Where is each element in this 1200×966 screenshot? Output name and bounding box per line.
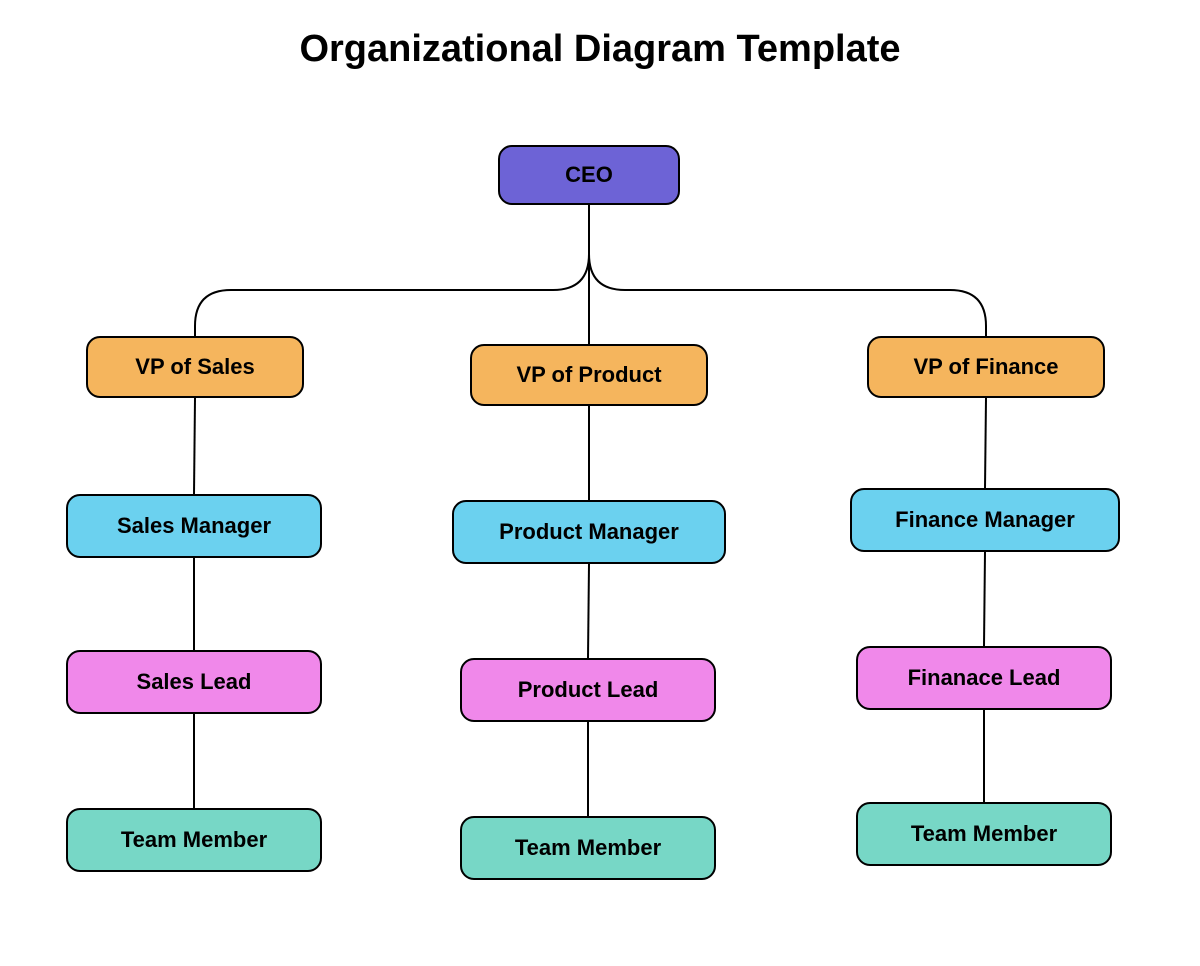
org-node-sm: Sales Manager bbox=[66, 494, 322, 558]
org-node-ceo: CEO bbox=[498, 145, 680, 205]
org-node-pl: Product Lead bbox=[460, 658, 716, 722]
org-node-sl: Sales Lead bbox=[66, 650, 322, 714]
org-node-vps: VP of Sales bbox=[86, 336, 304, 398]
org-node-pm: Product Manager bbox=[452, 500, 726, 564]
org-node-fm: Finance Manager bbox=[850, 488, 1120, 552]
org-node-tm1: Team Member bbox=[66, 808, 322, 872]
org-node-tm2: Team Member bbox=[460, 816, 716, 880]
diagram-title: Organizational Diagram Template bbox=[0, 28, 1200, 71]
org-node-vpf: VP of Finance bbox=[867, 336, 1105, 398]
org-node-vpp: VP of Product bbox=[470, 344, 708, 406]
org-node-tm3: Team Member bbox=[856, 802, 1112, 866]
org-node-fl: Finanace Lead bbox=[856, 646, 1112, 710]
